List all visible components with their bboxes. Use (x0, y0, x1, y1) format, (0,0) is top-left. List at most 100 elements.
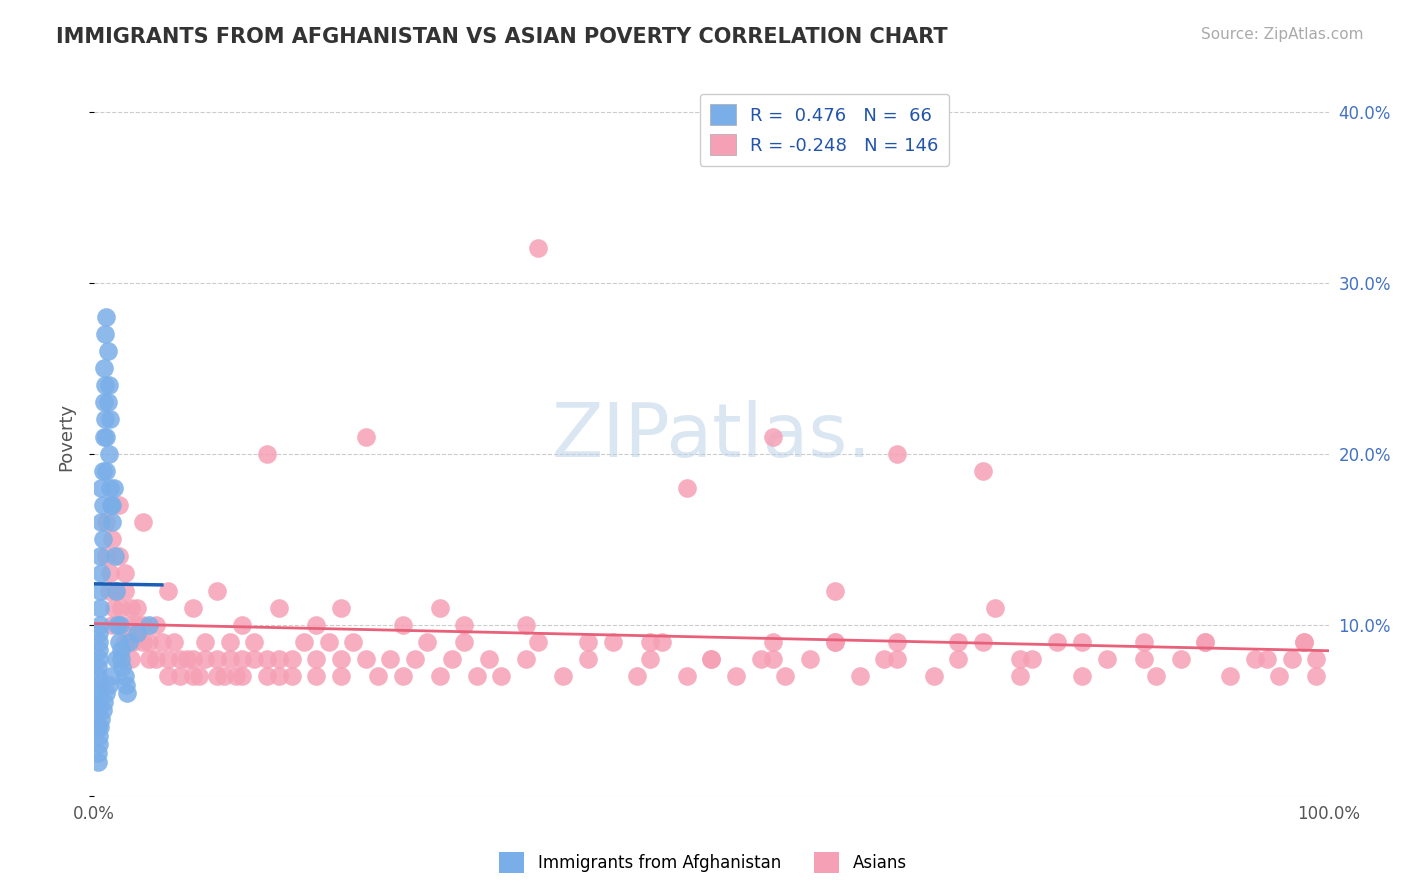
Point (105, 583, 128, 598)
Point (110, 600, 132, 615)
Point (97, 583, 120, 598)
Point (157, 583, 180, 598)
Point (1132, 635, 1154, 649)
Point (354, 652, 377, 666)
Point (515, 617, 537, 632)
Point (873, 652, 896, 666)
Point (1305, 652, 1327, 666)
Point (429, 669, 451, 683)
Point (1194, 635, 1216, 649)
Point (94, 326, 117, 341)
Point (163, 635, 186, 649)
Point (848, 669, 870, 683)
Point (243, 652, 266, 666)
Point (725, 669, 748, 683)
Point (527, 242, 550, 256)
Point (93, 695, 115, 709)
Point (104, 549, 127, 564)
Point (231, 652, 253, 666)
Point (98, 412, 121, 426)
Point (342, 635, 364, 649)
Point (181, 652, 204, 666)
Point (86, 695, 108, 709)
Point (651, 635, 673, 649)
Point (105, 617, 128, 632)
Point (101, 498, 124, 512)
Point (354, 429, 377, 443)
Point (110, 643, 132, 657)
Point (948, 652, 970, 666)
Point (86, 703, 108, 717)
Point (1256, 652, 1278, 666)
Point (108, 617, 131, 632)
Point (127, 617, 149, 632)
Point (91, 703, 114, 717)
Point (1070, 669, 1092, 683)
Point (749, 652, 772, 666)
Point (824, 635, 846, 649)
Point (90, 515, 112, 529)
Point (117, 617, 139, 632)
Point (292, 635, 315, 649)
Point (218, 635, 240, 649)
Point (515, 652, 537, 666)
Point (117, 686, 139, 700)
Point (138, 635, 160, 649)
Point (1070, 635, 1092, 649)
Text: IMMIGRANTS FROM AFGHANISTAN VS ASIAN POVERTY CORRELATION CHART: IMMIGRANTS FROM AFGHANISTAN VS ASIAN POV… (56, 27, 948, 46)
Point (103, 481, 125, 495)
Point (105, 652, 128, 666)
Point (207, 652, 229, 666)
Point (107, 498, 129, 512)
Point (218, 652, 240, 666)
Point (87, 643, 110, 657)
Point (269, 600, 291, 615)
Point (329, 652, 352, 666)
Point (96, 549, 118, 564)
Point (305, 669, 328, 683)
Point (90, 712, 112, 726)
Point (132, 515, 155, 529)
Point (100, 669, 122, 683)
Point (107, 617, 129, 632)
Point (453, 635, 475, 649)
Point (416, 635, 439, 649)
Point (96, 344, 118, 359)
Point (700, 652, 723, 666)
Point (576, 635, 599, 649)
Point (127, 626, 149, 640)
Point (87, 738, 110, 752)
Point (231, 669, 253, 683)
Point (97, 378, 120, 392)
Point (972, 635, 994, 649)
Point (138, 652, 160, 666)
Point (114, 583, 136, 598)
Point (94, 378, 117, 392)
Point (86, 720, 108, 734)
Point (86, 746, 108, 760)
Point (91, 533, 114, 547)
Legend: Immigrants from Afghanistan, Asians: Immigrants from Afghanistan, Asians (492, 846, 914, 880)
Point (478, 652, 501, 666)
Point (465, 669, 488, 683)
Point (86, 755, 108, 769)
Point (1294, 635, 1316, 649)
Point (138, 617, 160, 632)
Point (87, 729, 110, 743)
Point (187, 669, 209, 683)
Point (391, 617, 413, 632)
Point (98, 566, 121, 581)
Point (157, 652, 180, 666)
Point (256, 669, 278, 683)
Point (120, 600, 142, 615)
Point (86, 660, 108, 674)
Point (984, 600, 1007, 615)
Point (93, 361, 115, 376)
Point (225, 669, 247, 683)
Point (111, 660, 134, 674)
Point (207, 583, 229, 598)
Point (762, 635, 785, 649)
Point (86, 677, 108, 691)
Point (169, 669, 191, 683)
Point (114, 669, 136, 683)
